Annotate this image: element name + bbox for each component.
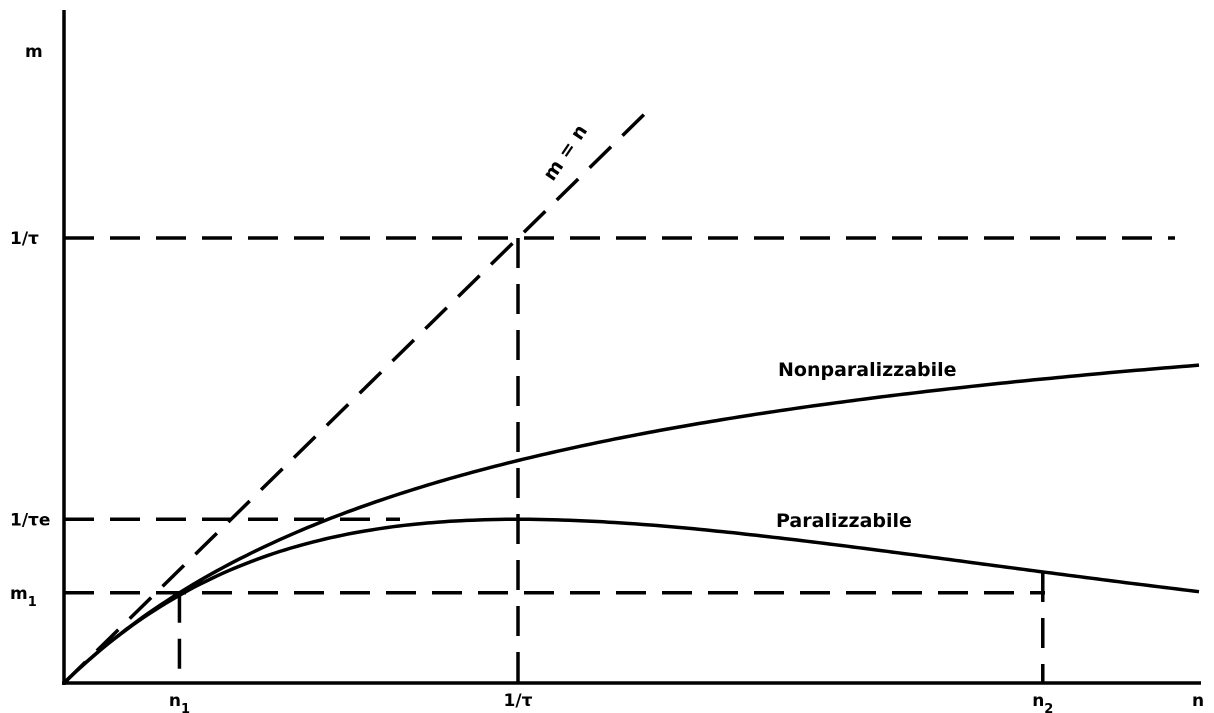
y-tick-label-m1: m1 xyxy=(10,584,37,610)
series-line-paralizzabile xyxy=(62,517,1200,685)
x-tick-label-n2: n2 xyxy=(1032,691,1053,713)
y-axis-title: m xyxy=(25,42,43,62)
series-line-nonparalizzabile xyxy=(62,363,1200,685)
annotation-m-equals-n: m = n xyxy=(539,121,592,185)
curves xyxy=(62,103,1200,685)
x-tick-label-1: 1/τ xyxy=(504,691,533,711)
guide-lines xyxy=(64,236,1175,683)
series-line-m-n xyxy=(62,103,656,685)
labels: m n 1/τ 1/τe m1 n1 1/τ n2 Nonparalizzabile Parali… xyxy=(10,42,1204,713)
x-axis-title: n xyxy=(1192,691,1204,711)
annotation-paralizzabile: Paralizzabile xyxy=(776,510,912,532)
annotation-nonparalizzabile: Nonparalizzabile xyxy=(778,359,957,381)
x-tick-label-n1: n1 xyxy=(169,691,190,713)
axes xyxy=(62,10,1201,685)
y-tick-label-1: 1/τ xyxy=(10,229,39,249)
y-tick-label-1-e: 1/τe xyxy=(10,510,50,530)
